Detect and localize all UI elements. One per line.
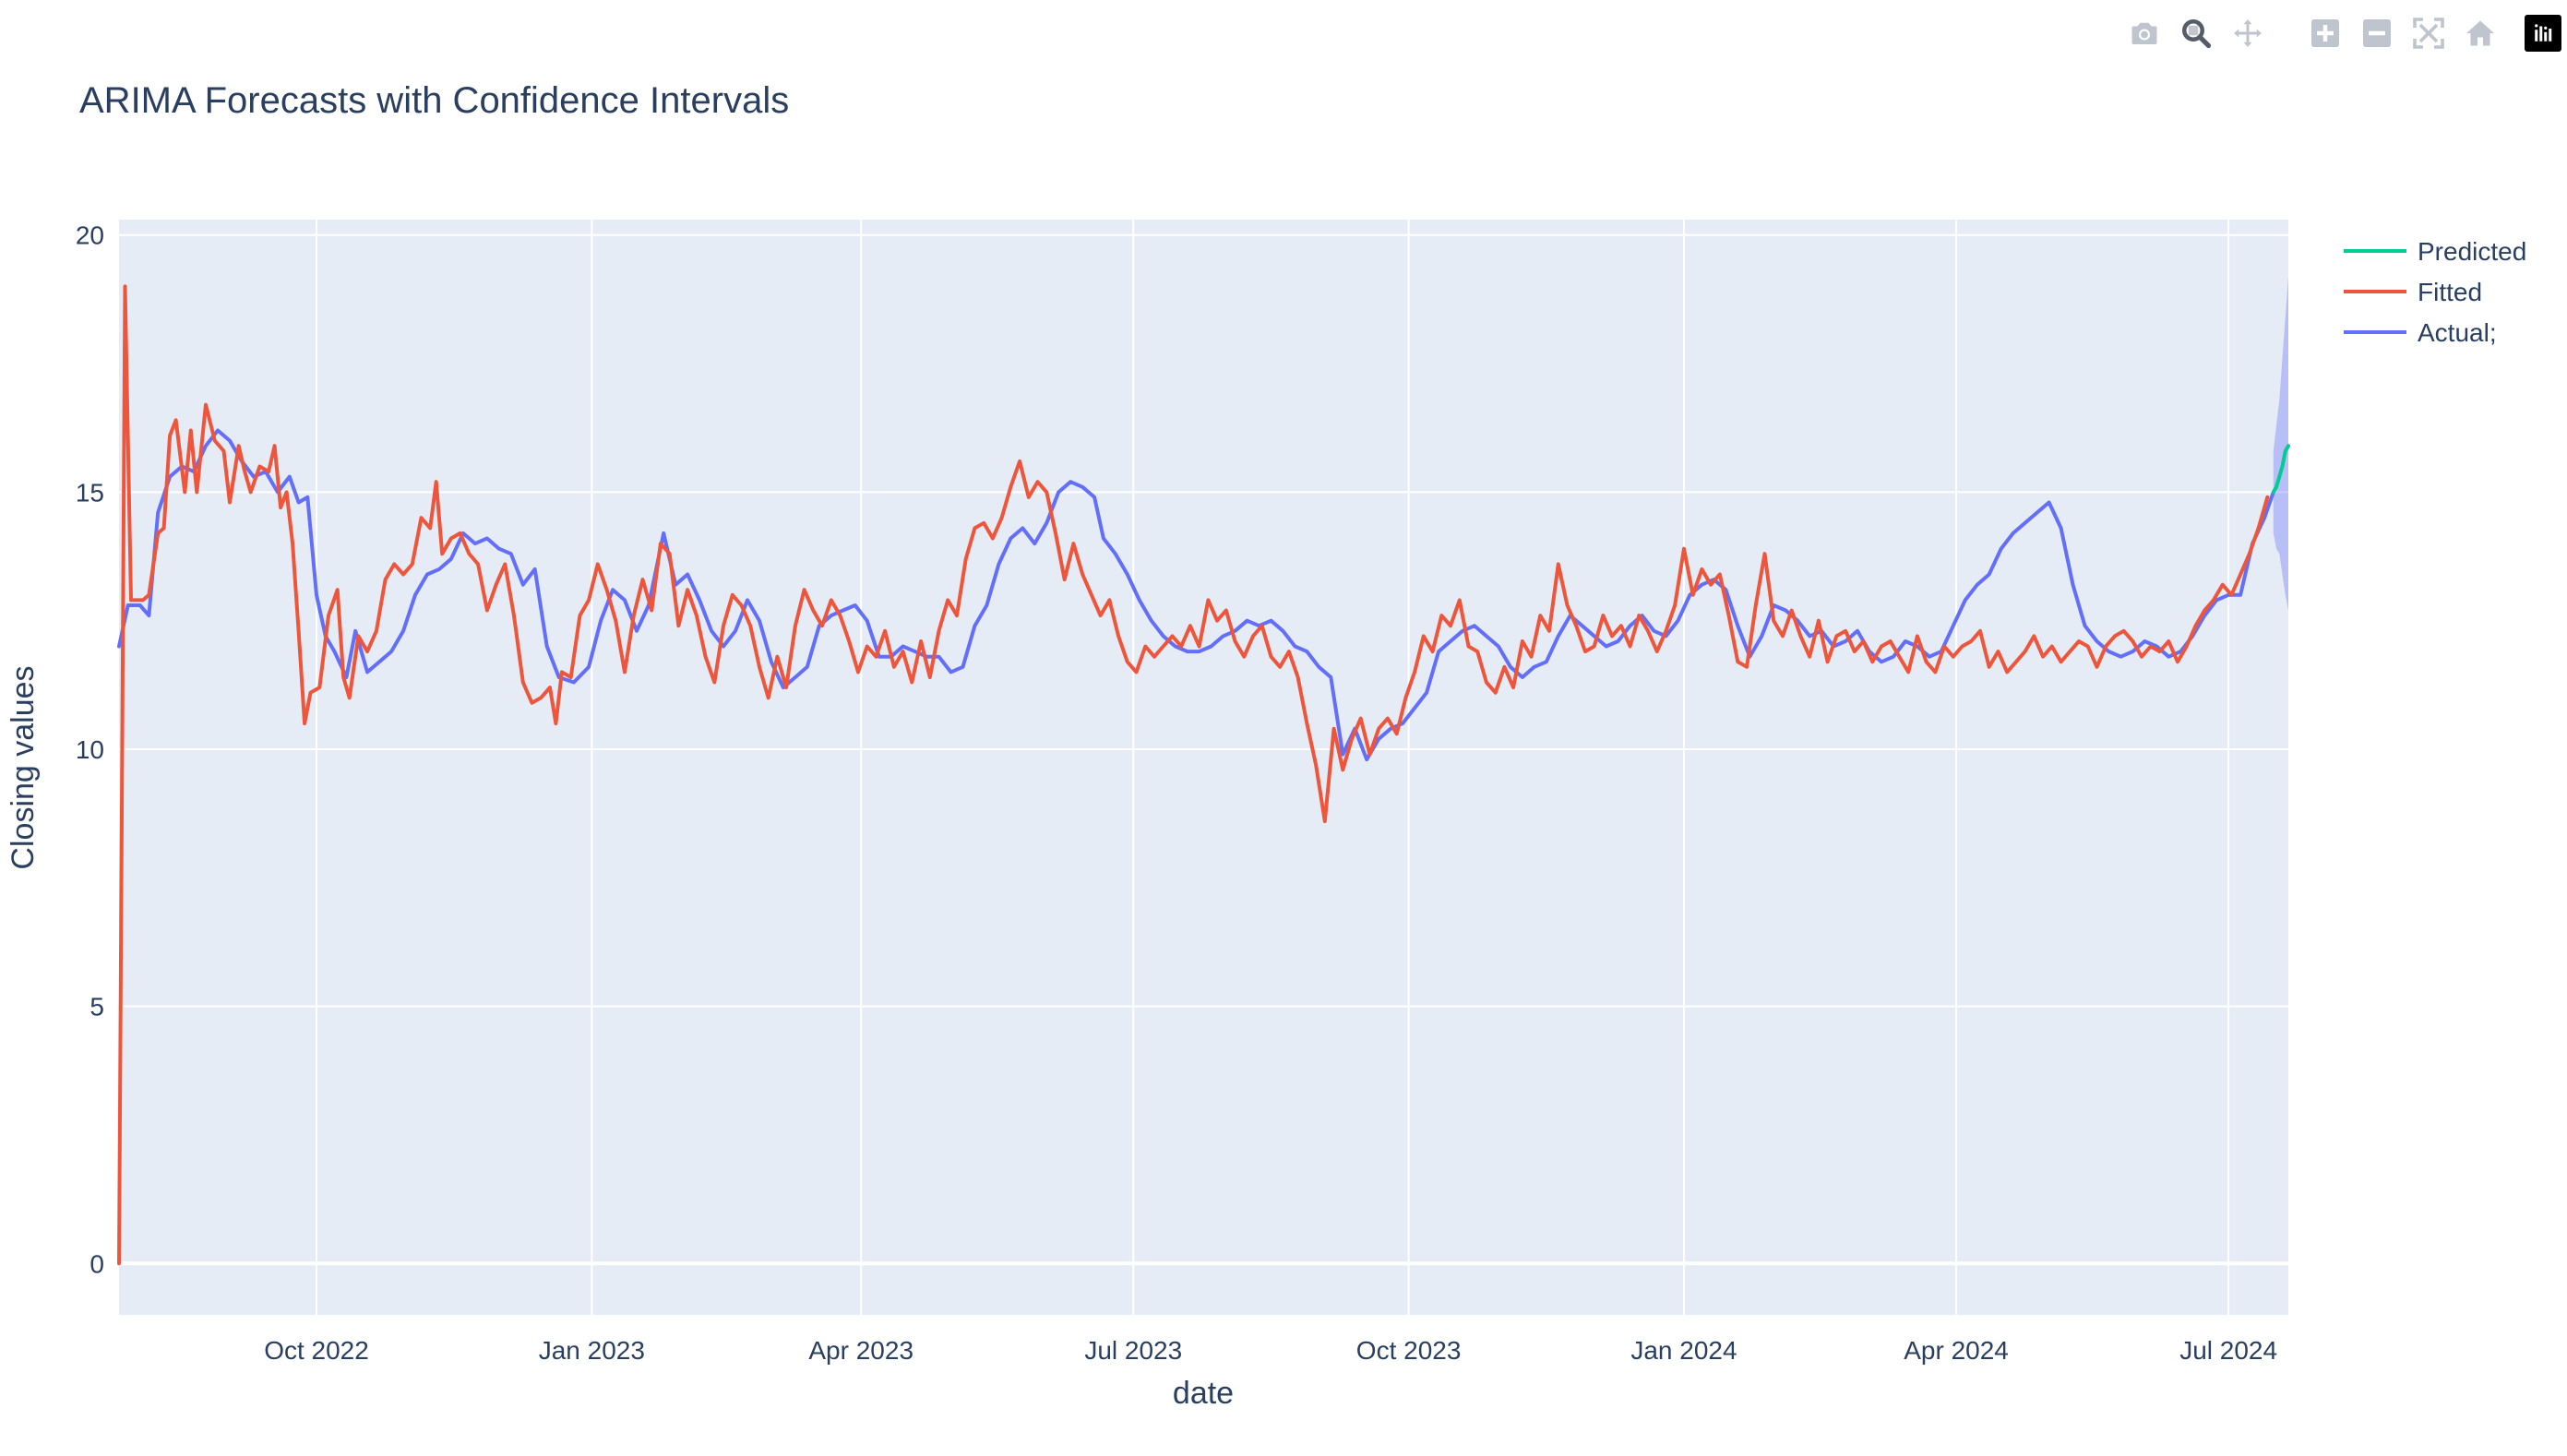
pan-icon[interactable]	[2227, 13, 2268, 54]
x-tick-label: Jan 2023	[539, 1336, 645, 1365]
zoom-in-icon[interactable]	[2305, 13, 2346, 54]
y-tick-label: 10	[76, 735, 104, 764]
y-axis-ticks: 0 5 10 15 20	[76, 221, 104, 1279]
x-tick-label: Jan 2024	[1630, 1336, 1737, 1365]
x-tick-label: Oct 2022	[264, 1336, 369, 1365]
confidence-band	[2273, 276, 2288, 611]
plotly-logo-icon[interactable]	[2525, 15, 2561, 52]
plot-area[interactable]	[119, 220, 2288, 1315]
modebar	[2113, 13, 2561, 54]
legend-label: Actual;	[2418, 318, 2497, 347]
x-tick-label: Jul 2023	[1084, 1336, 1182, 1365]
autoscale-icon[interactable]	[2408, 13, 2449, 54]
x-tick-label: Oct 2023	[1356, 1336, 1462, 1365]
legend-label: Fitted	[2418, 278, 2482, 306]
x-axis-label: date	[1173, 1376, 1234, 1411]
y-axis-label: Closing values	[6, 665, 41, 869]
series-line-predicted	[2271, 444, 2290, 495]
camera-icon[interactable]	[2124, 13, 2165, 54]
x-tick-label: Apr 2023	[808, 1336, 913, 1365]
legend-item-predicted[interactable]: Predicted	[2344, 237, 2526, 266]
zoom-out-icon[interactable]	[2357, 13, 2397, 54]
series-lines	[117, 284, 2290, 1266]
y-tick-label: 15	[76, 478, 104, 507]
y-tick-label: 20	[76, 221, 104, 250]
y-tick-label: 0	[90, 1249, 104, 1278]
legend-item-actual[interactable]: Actual;	[2344, 318, 2497, 347]
confidence-interval-band	[2273, 276, 2288, 611]
legend-item-fitted[interactable]: Fitted	[2344, 278, 2482, 306]
x-tick-label: Jul 2024	[2179, 1336, 2277, 1365]
gridlines	[119, 220, 2288, 1315]
legend[interactable]: Predicted Fitted Actual;	[2344, 237, 2526, 347]
legend-label: Predicted	[2418, 237, 2526, 266]
chart-title: ARIMA Forecasts with Confidence Interval…	[79, 80, 789, 121]
reset-axes-icon[interactable]	[2460, 13, 2501, 54]
x-tick-label: Apr 2024	[1904, 1336, 2009, 1365]
x-axis-ticks: Oct 2022 Jan 2023 Apr 2023 Jul 2023 Oct 2023…	[264, 1336, 2277, 1365]
y-tick-label: 5	[90, 993, 104, 1021]
zoom-icon[interactable]	[2176, 13, 2216, 54]
series-line-fitted	[117, 284, 2270, 1266]
